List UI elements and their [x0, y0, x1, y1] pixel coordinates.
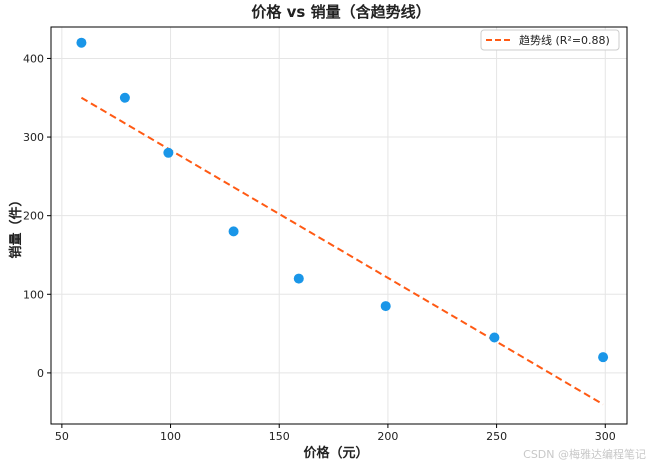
- x-axis: 50 100 150 200 250 300: [55, 424, 616, 443]
- legend-trend-label: 趋势线 (R²=0.88): [519, 33, 610, 47]
- scatter-point: [119, 92, 130, 103]
- scatter-point: [76, 37, 87, 48]
- legend: 趋势线 (R²=0.88): [480, 29, 620, 51]
- x-tick-label: 200: [377, 430, 398, 443]
- x-tick-label: 100: [160, 430, 181, 443]
- y-tick-label: 100: [23, 288, 44, 301]
- y-axis: 0 100 200 300 400: [23, 52, 51, 380]
- y-tick-label: 300: [23, 131, 44, 144]
- y-tick-label: 200: [23, 210, 44, 223]
- y-tick-label: 0: [37, 367, 44, 380]
- scatter-point: [598, 352, 609, 363]
- scatter-point: [380, 301, 391, 312]
- x-tick-label: 300: [595, 430, 616, 443]
- x-axis-title: 价格（元）: [303, 445, 368, 461]
- x-tick-label: 50: [55, 430, 69, 443]
- y-axis-title: 销量（件）: [8, 193, 24, 258]
- scatter-point: [163, 147, 174, 158]
- watermark: CSDN @梅雅达编程笔记: [523, 447, 646, 461]
- x-tick-label: 150: [269, 430, 290, 443]
- scatter-point: [489, 332, 500, 343]
- y-tick-label: 400: [23, 52, 44, 65]
- x-tick-label: 250: [486, 430, 507, 443]
- chart-title: 价格 vs 销量（含趋势线）: [251, 3, 430, 21]
- scatter-point: [293, 273, 304, 284]
- scatter-points: [76, 37, 609, 363]
- plot-area-frame: [50, 26, 628, 425]
- grid: [51, 27, 627, 424]
- scatter-point: [228, 226, 239, 237]
- legend-box: [480, 29, 620, 51]
